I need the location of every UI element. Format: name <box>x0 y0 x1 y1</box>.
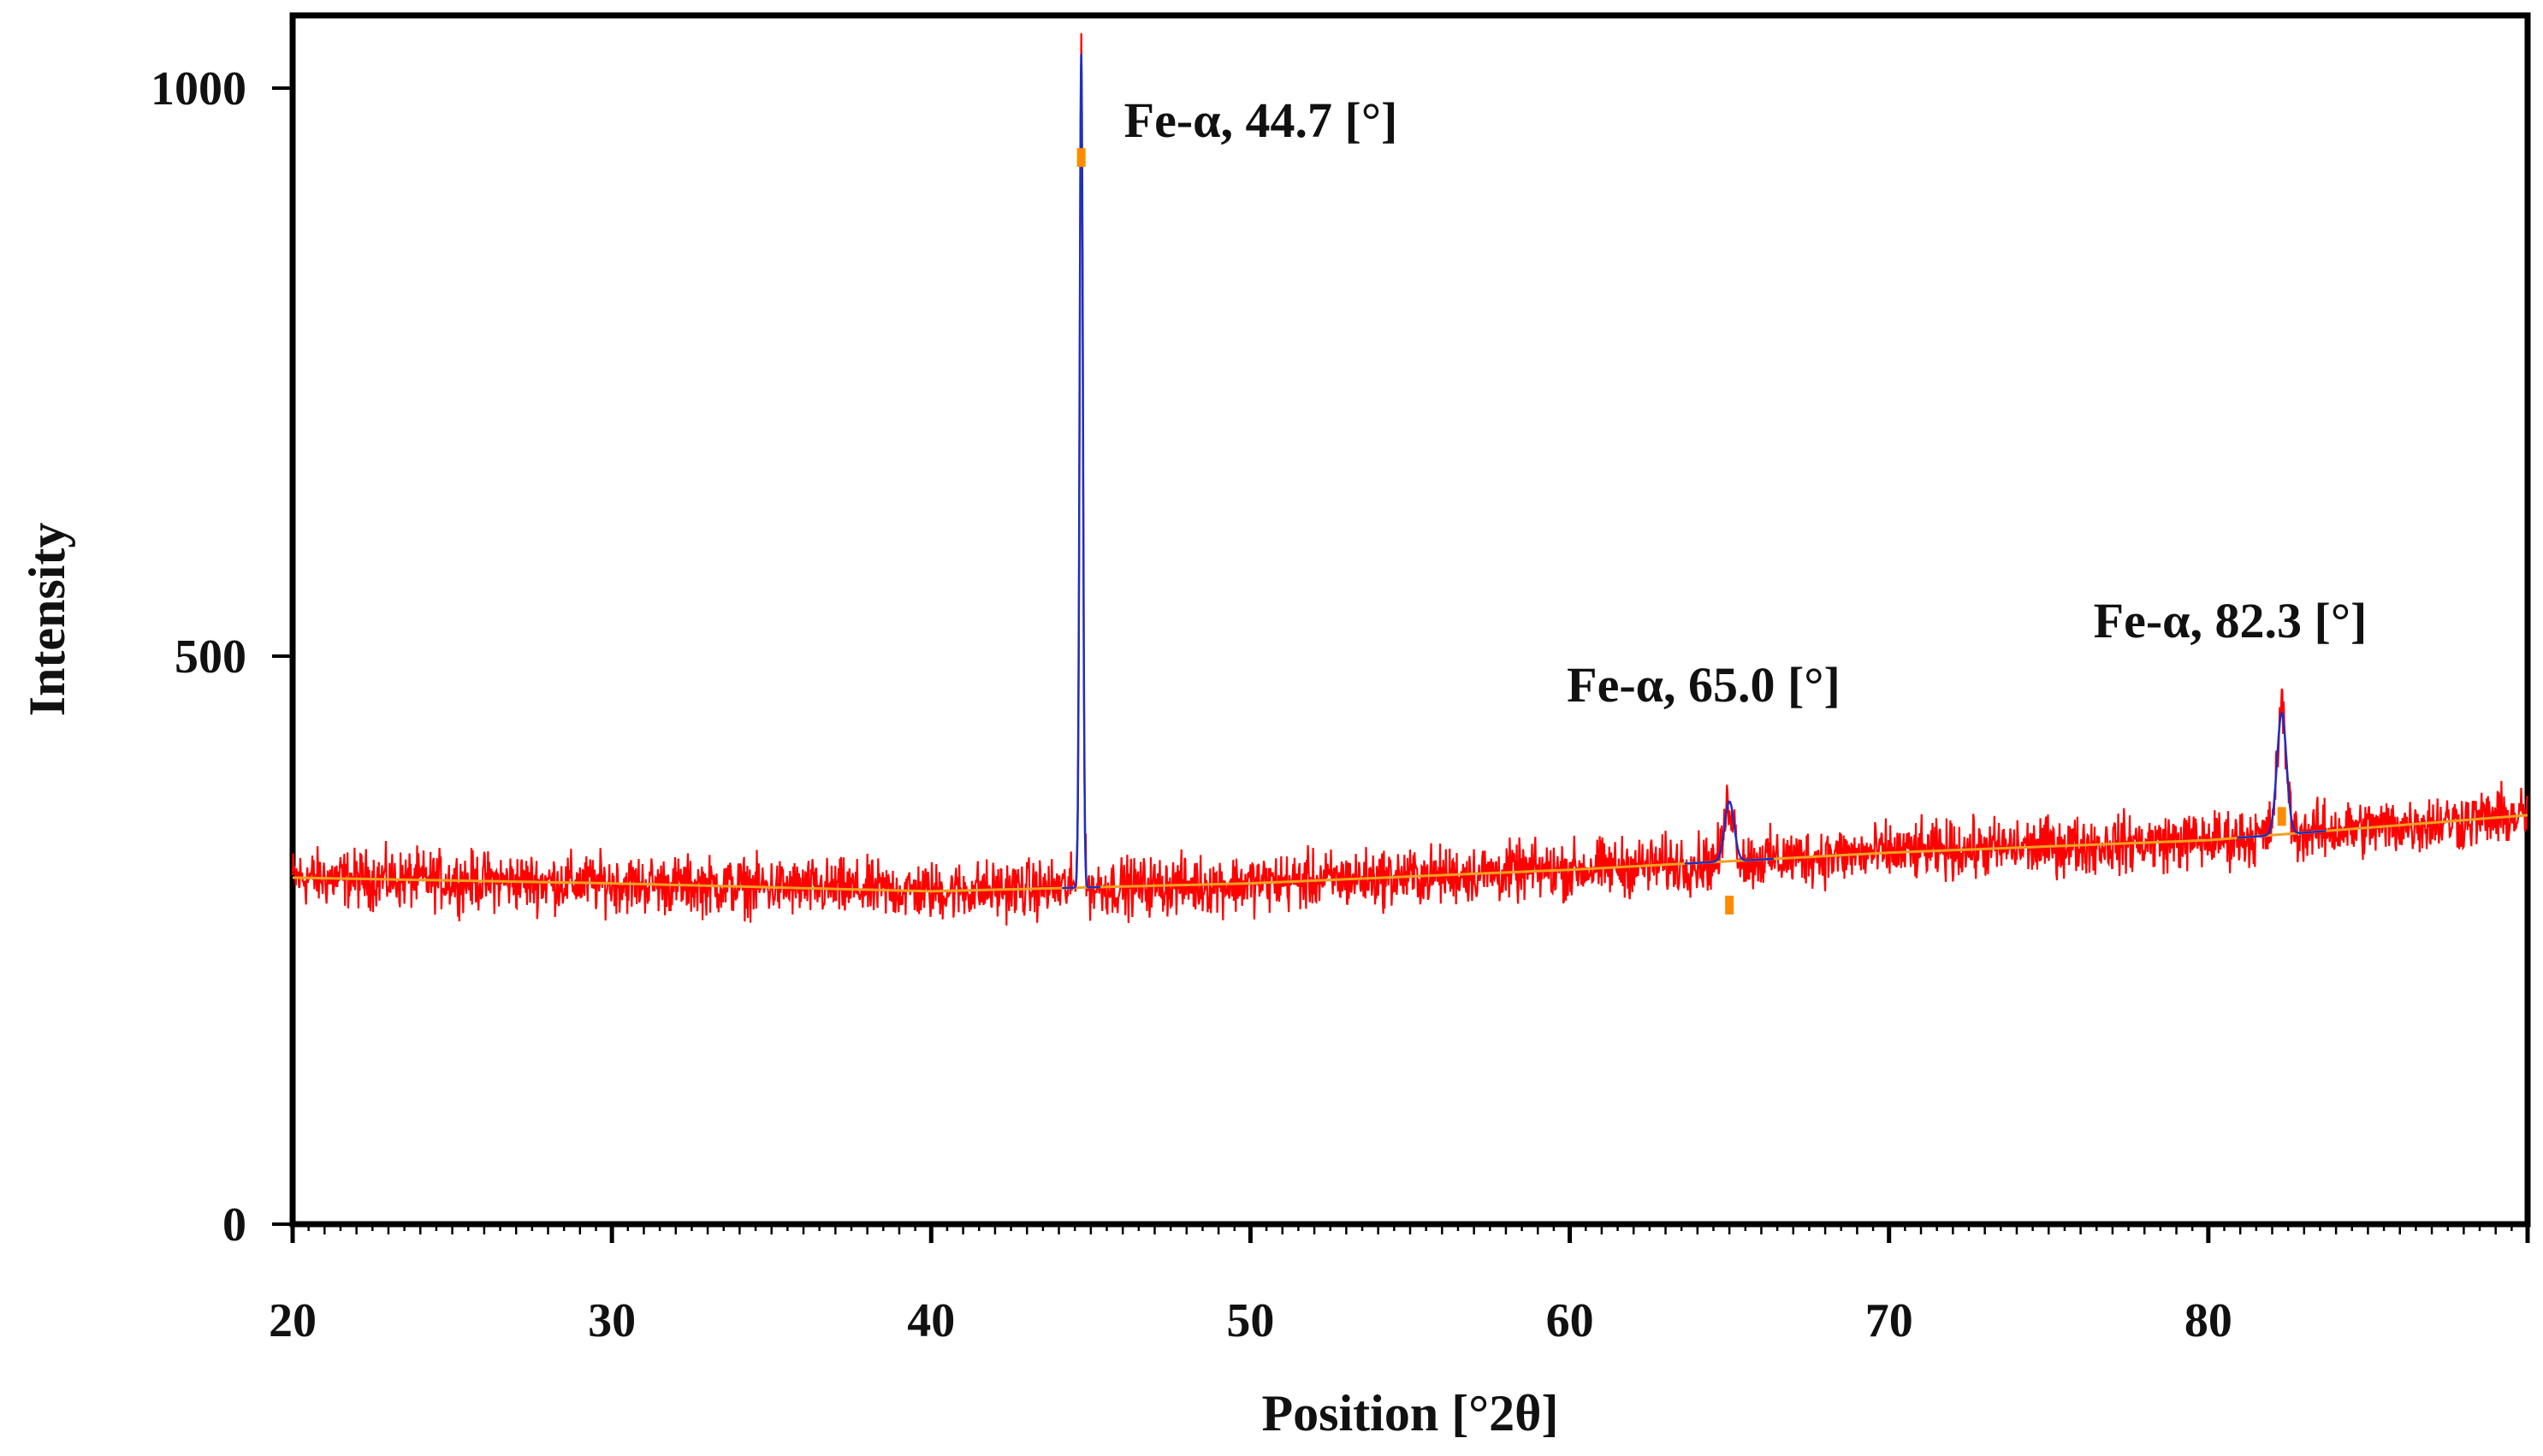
y-axis-title: Intensity <box>19 523 75 717</box>
peak-label: Fe-α, 44.7 [°] <box>1124 92 1398 148</box>
peak-fit-lines <box>1062 54 2327 914</box>
x-tick-label: 80 <box>2184 1294 2232 1347</box>
y-axis: 0 500 1000 <box>151 62 293 1252</box>
peak-fit-curve <box>1684 800 1775 865</box>
x-axis-title: Position [°2θ] <box>1262 1385 1559 1441</box>
x-tick-label: 40 <box>907 1294 955 1347</box>
measured-series-line <box>291 33 2528 926</box>
x-axis: 20 30 40 50 60 70 80 <box>269 1224 2530 1347</box>
peak-position-marker <box>1076 148 1086 168</box>
plot-area: Fe-α, 44.7 [°] Fe-α, 65.0 [°] Fe-α, 82.3 [… <box>289 12 2531 1228</box>
x-tick-label: 50 <box>1226 1294 1274 1347</box>
x-tick-label: 30 <box>588 1294 636 1347</box>
y-tick-label: 500 <box>175 630 246 684</box>
peak-position-marker <box>2277 807 2286 826</box>
peak-position-marker <box>1725 895 1734 914</box>
peak-label: Fe-α, 65.0 [°] <box>1567 657 1841 713</box>
y-tick-label: 0 <box>222 1199 246 1252</box>
background-fit-line <box>292 814 2528 893</box>
peak-fit-curve <box>2237 711 2327 839</box>
peak-label: Fe-α, 82.3 [°] <box>2094 593 2368 648</box>
peak-fit-curve <box>1062 54 1101 890</box>
x-tick-label: 60 <box>1546 1294 1594 1347</box>
x-tick-label: 70 <box>1865 1294 1913 1347</box>
plot-frame <box>289 12 2531 1228</box>
x-tick-label: 20 <box>269 1294 317 1347</box>
y-tick-label: 1000 <box>151 62 246 115</box>
peak-labels: Fe-α, 44.7 [°] Fe-α, 65.0 [°] Fe-α, 82.3 [… <box>1124 92 2368 713</box>
